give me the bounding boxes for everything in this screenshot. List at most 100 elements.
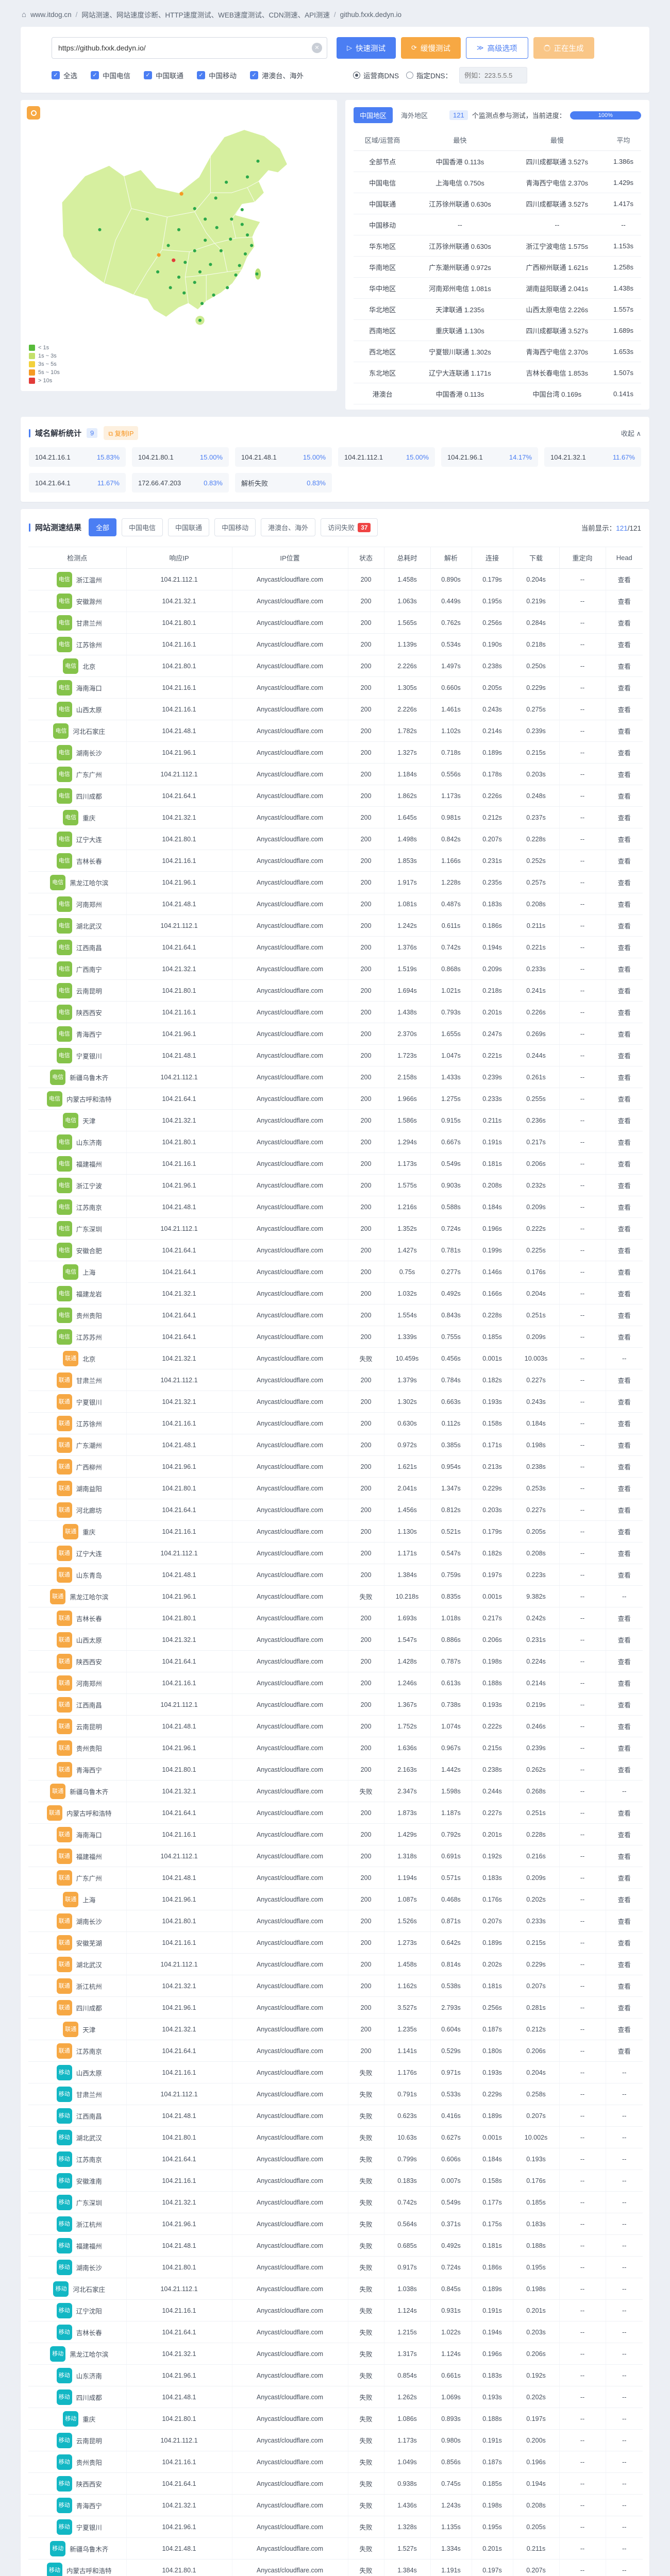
head-view-link[interactable]: 查看 — [606, 1217, 643, 1240]
head-view-link[interactable]: 查看 — [606, 1153, 643, 1175]
head-view-link[interactable]: 查看 — [606, 1088, 643, 1110]
head-view-link[interactable]: 查看 — [606, 828, 643, 850]
head-view-link[interactable]: 查看 — [606, 590, 643, 612]
collapse-dns-stats-link[interactable]: 收起 ∧ — [621, 430, 641, 437]
generating-button[interactable]: 正在生成 — [533, 37, 594, 59]
head-view-link[interactable]: 查看 — [606, 1109, 643, 1131]
head-view-link[interactable]: 查看 — [606, 1282, 643, 1304]
head-view-link[interactable]: 查看 — [606, 1802, 643, 1824]
head-view-link[interactable]: 查看 — [606, 1845, 643, 1867]
clear-input-icon[interactable]: ✕ — [312, 43, 322, 53]
head-view-link[interactable]: 查看 — [606, 741, 643, 764]
head-view-link[interactable]: 查看 — [606, 1239, 643, 1261]
filter-chip-1[interactable]: 中国电信 — [122, 518, 163, 536]
carrier-checkbox-0[interactable]: ✓ 全选 — [52, 70, 77, 80]
head-view-link[interactable]: 查看 — [606, 1867, 643, 1889]
head-view-link[interactable]: 查看 — [606, 1369, 643, 1391]
head-view-link[interactable]: 查看 — [606, 676, 643, 699]
head-view-link[interactable]: 查看 — [606, 1455, 643, 1478]
carrier-checkbox-4[interactable]: ✓ 港澳台、海外 — [250, 70, 304, 80]
tab-abroad-region[interactable]: 海外地区 — [401, 112, 428, 120]
head-view-link[interactable]: 查看 — [606, 763, 643, 785]
head-view-link[interactable]: 查看 — [606, 2018, 643, 2040]
fast-test-button[interactable]: ▷ 快速测试 — [337, 37, 396, 59]
head-view-link[interactable]: 查看 — [606, 1931, 643, 1954]
ip-stat-item[interactable]: 104.21.96.1 14.17% — [441, 447, 538, 467]
head-view-link[interactable]: 查看 — [606, 1196, 643, 1218]
head-view-link[interactable]: 查看 — [606, 1650, 643, 1672]
head-view-link[interactable]: 查看 — [606, 893, 643, 915]
head-view-link[interactable]: 查看 — [606, 936, 643, 958]
head-view-link[interactable]: 查看 — [606, 2040, 643, 2062]
head-view-link[interactable]: 查看 — [606, 568, 643, 590]
head-view-link[interactable]: 查看 — [606, 1434, 643, 1456]
ip-stat-item[interactable]: 104.21.64.1 11.67% — [29, 473, 126, 493]
head-view-link[interactable]: 查看 — [606, 1499, 643, 1521]
carrier-dns-radio[interactable]: 运营商DNS — [353, 70, 399, 80]
head-view-link[interactable]: 查看 — [606, 698, 643, 720]
filter-chip-5[interactable]: 访问失败 37 — [321, 518, 378, 536]
china-map[interactable] — [21, 100, 337, 391]
head-view-link[interactable]: 查看 — [606, 914, 643, 937]
url-input[interactable] — [52, 37, 327, 59]
head-view-link[interactable]: 查看 — [606, 785, 643, 807]
ip-stat-item[interactable]: 172.66.47.203 0.83% — [132, 473, 229, 493]
carrier-checkbox-2[interactable]: ✓ 中国联通 — [144, 70, 183, 80]
head-view-link[interactable]: 查看 — [606, 1520, 643, 1543]
custom-dns-radio[interactable]: 指定DNS： — [406, 70, 452, 80]
breadcrumb-home[interactable]: www.itdog.cn — [30, 10, 72, 19]
filter-chip-4[interactable]: 港澳台、海外 — [261, 518, 316, 536]
head-view-link[interactable]: 查看 — [606, 1693, 643, 1716]
head-view-link[interactable]: 查看 — [606, 1823, 643, 1845]
head-view-link[interactable]: 查看 — [606, 1044, 643, 1066]
slow-test-button[interactable]: ⟳ 缓慢测试 — [401, 37, 461, 59]
head-view-link[interactable]: 查看 — [606, 850, 643, 872]
head-view-link[interactable]: 查看 — [606, 1261, 643, 1283]
head-view-link[interactable]: 查看 — [606, 806, 643, 828]
head-view-link[interactable]: 查看 — [606, 633, 643, 655]
head-view-link[interactable]: 查看 — [606, 720, 643, 742]
head-view-link[interactable]: 查看 — [606, 1888, 643, 1910]
head-view-link[interactable]: 查看 — [606, 1326, 643, 1348]
head-view-link[interactable]: 查看 — [606, 1737, 643, 1759]
head-view-link[interactable]: 查看 — [606, 1412, 643, 1434]
ip-stat-item[interactable]: 104.21.32.1 11.67% — [544, 447, 641, 467]
head-view-link[interactable]: 查看 — [606, 655, 643, 677]
carrier-checkbox-3[interactable]: ✓ 中国移动 — [197, 70, 237, 80]
carrier-checkbox-1[interactable]: ✓ 中国电信 — [91, 70, 130, 80]
head-view-link[interactable]: 查看 — [606, 1001, 643, 1023]
head-view-link[interactable]: 查看 — [606, 1715, 643, 1737]
head-view-link[interactable]: 查看 — [606, 612, 643, 634]
head-view-link[interactable]: 查看 — [606, 1629, 643, 1651]
tab-china-region[interactable]: 中国地区 — [354, 107, 393, 123]
head-view-link[interactable]: 查看 — [606, 1910, 643, 1932]
filter-chip-0[interactable]: 全部 — [89, 518, 117, 536]
custom-dns-input[interactable] — [459, 67, 528, 83]
head-view-link[interactable]: 查看 — [606, 958, 643, 980]
head-view-link[interactable]: 查看 — [606, 1304, 643, 1326]
head-view-link[interactable]: 查看 — [606, 1542, 643, 1564]
ip-stat-item[interactable]: 104.21.80.1 15.00% — [132, 447, 229, 467]
advanced-options-button[interactable]: ≫ 高级选项 — [465, 37, 528, 59]
head-view-link[interactable]: 查看 — [606, 1131, 643, 1153]
head-view-link[interactable]: 查看 — [606, 979, 643, 1002]
ip-stat-item[interactable]: 104.21.112.1 15.00% — [338, 447, 435, 467]
head-view-link[interactable]: 查看 — [606, 1607, 643, 1629]
head-view-link[interactable]: 查看 — [606, 1564, 643, 1586]
head-view-link[interactable]: 查看 — [606, 1672, 643, 1694]
head-view-link[interactable]: 查看 — [606, 1996, 643, 2019]
head-view-link[interactable]: 查看 — [606, 1391, 643, 1413]
head-view-link[interactable]: 查看 — [606, 1975, 643, 1997]
head-view-link[interactable]: 查看 — [606, 1066, 643, 1088]
ip-stat-item[interactable]: 104.21.48.1 15.00% — [235, 447, 332, 467]
head-view-link[interactable]: 查看 — [606, 871, 643, 893]
ip-stat-item[interactable]: 104.21.16.1 15.83% — [29, 447, 126, 467]
filter-chip-2[interactable]: 中国联通 — [168, 518, 210, 536]
head-view-link[interactable]: 查看 — [606, 1953, 643, 1975]
head-view-link[interactable]: 查看 — [606, 1758, 643, 1781]
head-view-link[interactable]: 查看 — [606, 1023, 643, 1045]
map-capture-icon[interactable] — [27, 106, 40, 120]
ip-stat-item[interactable]: 解析失败 0.83% — [235, 473, 332, 493]
head-view-link[interactable]: 查看 — [606, 1174, 643, 1196]
head-view-link[interactable]: 查看 — [606, 1477, 643, 1499]
